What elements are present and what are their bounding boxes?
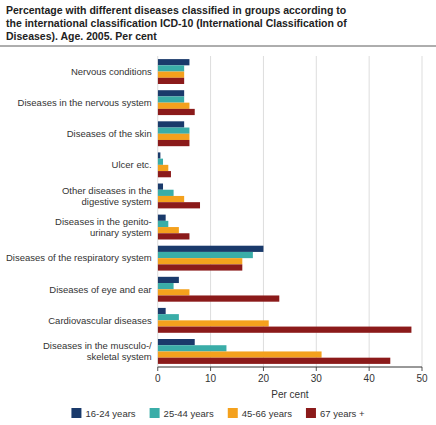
separator — [0, 46, 436, 47]
tick-label: 40 — [364, 373, 376, 384]
category-label: Diseases in the genito-urinary system — [55, 216, 152, 238]
legend-label: 45-66 years — [242, 408, 292, 419]
bar — [158, 351, 322, 357]
bar — [158, 59, 190, 65]
bar — [158, 339, 195, 345]
bar — [158, 165, 169, 171]
category-label: Diseases of the respiratory system — [6, 252, 152, 263]
bar — [158, 184, 163, 190]
x-axis: 0 10 20 30 40 50 — [155, 367, 428, 384]
category-label: Diseases in the musculo-/skeletal system — [43, 340, 152, 362]
tick-mark — [263, 367, 264, 371]
category-label: Nervous conditions — [71, 66, 152, 77]
legend-label: 25-44 years — [164, 408, 214, 419]
legend-item: 16-24 years — [71, 408, 135, 419]
tick-mark — [369, 367, 370, 371]
legend-label: 67 years + — [320, 408, 365, 419]
grid-line — [369, 56, 370, 367]
grid-line — [316, 56, 317, 367]
category-label: Diseases in the nervous system — [18, 97, 152, 108]
bar — [158, 140, 190, 146]
bar — [158, 227, 179, 233]
bar — [158, 109, 195, 115]
tick-label: 20 — [258, 373, 270, 384]
bar — [158, 171, 171, 177]
bar — [158, 152, 161, 158]
tick-mark — [157, 367, 158, 371]
bar — [158, 65, 184, 71]
legend-swatch — [150, 408, 160, 418]
bar — [158, 190, 174, 196]
bar — [158, 128, 190, 134]
category-label: Diseases of eye and ear — [49, 284, 151, 295]
bar — [158, 252, 253, 258]
chart: Percentage with different diseases class… — [0, 0, 436, 425]
bar — [158, 215, 166, 221]
tick-mark — [422, 367, 423, 371]
tick-mark — [316, 367, 317, 371]
x-axis-line — [158, 367, 422, 368]
category-label: Ulcer etc. — [112, 159, 152, 170]
bar — [158, 121, 184, 127]
legend: 16-24 years 25-44 years 45-66 years 67 year… — [71, 408, 365, 419]
bar — [158, 78, 184, 84]
bar — [158, 314, 179, 320]
legend-swatch — [71, 408, 81, 418]
bar — [158, 221, 169, 227]
legend-item: 67 years + — [306, 408, 365, 419]
bar — [158, 295, 280, 301]
bar — [158, 283, 174, 289]
bar — [158, 134, 190, 140]
bar — [158, 264, 243, 270]
bar — [158, 358, 391, 364]
bars — [158, 59, 412, 364]
legend-item: 45-66 years — [228, 408, 292, 419]
grid — [158, 56, 422, 367]
legend-label: 16-24 years — [85, 408, 135, 419]
bar — [158, 308, 166, 314]
bar — [158, 345, 227, 351]
bar — [158, 289, 190, 295]
legend-swatch — [306, 408, 316, 418]
bar — [158, 96, 184, 102]
bar — [158, 320, 269, 326]
bar — [158, 90, 184, 96]
bar — [158, 327, 412, 333]
bar — [158, 277, 179, 283]
bar — [158, 196, 184, 202]
grid-line — [422, 56, 423, 367]
y-axis-labels: Nervous conditions Diseases in the nervou… — [6, 66, 152, 362]
tick-label: 0 — [155, 373, 161, 384]
legend-swatch — [228, 408, 238, 418]
bar — [158, 233, 190, 239]
bar — [158, 258, 243, 264]
tick-mark — [210, 367, 211, 371]
title: Percentage with different diseases class… — [6, 4, 347, 42]
tick-label: 10 — [205, 373, 217, 384]
tick-label: 30 — [311, 373, 323, 384]
bar — [158, 72, 184, 78]
category-label: Cardiovascular diseases — [48, 315, 152, 326]
x-axis-title: Per cent — [271, 389, 308, 400]
tick-label: 50 — [416, 373, 428, 384]
bar — [158, 202, 200, 208]
bar — [158, 103, 190, 109]
category-label: Diseases of the skin — [67, 128, 152, 139]
category-label: Other diseases in thedigestive system — [62, 185, 152, 207]
legend-item: 25-44 years — [150, 408, 214, 419]
bar — [158, 159, 163, 165]
bar — [158, 246, 264, 252]
